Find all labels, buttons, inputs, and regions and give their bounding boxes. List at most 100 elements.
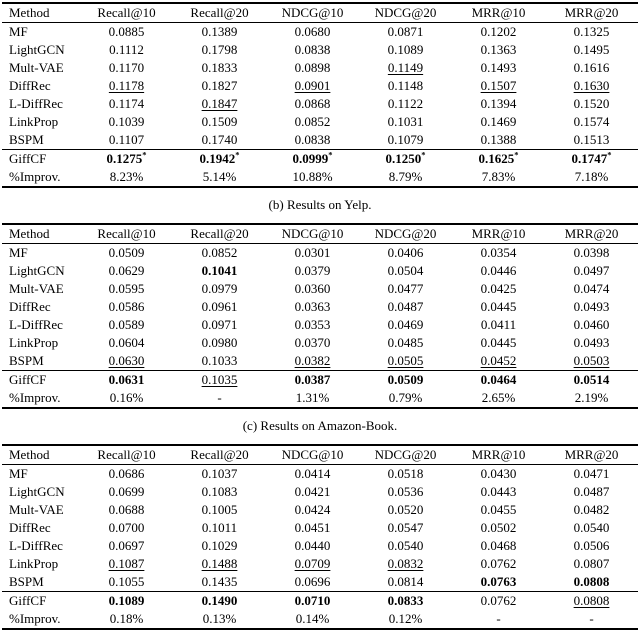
metric-value: 0.1389 [201,24,238,39]
value-cell: 0.0710 [266,591,359,610]
value-cell: 0.1011 [173,519,266,537]
metric-value: 0.0808 [573,593,610,608]
table-row: LightGCN 0.1112 0.1798 0.0838 0.1089 0.1363 0.… [2,41,638,59]
value-cell: 0.0503 [545,352,638,371]
value-cell: 0.14% [266,610,359,629]
metric-value: 0.0807 [573,556,610,571]
value-cell: 0.1833 [173,59,266,77]
metric-value: - [589,611,594,626]
metric-value: 0.1747 [571,151,608,166]
value-cell: 0.0540 [359,537,452,555]
metric-value: 0.0504 [387,263,424,278]
metric-value: 0.1079 [387,132,424,147]
value-cell: 0.1389 [173,23,266,42]
value-cell: 0.1149 [359,59,452,77]
value-cell: 0.0398 [545,244,638,263]
metric-value: 0.1083 [201,484,238,499]
metric-value: 0.0487 [573,484,610,499]
column-header: Recall@10 [97,226,156,241]
value-cell: 5.14% [173,168,266,187]
table-row: BSPM 0.0630 0.1033 0.0382 0.0505 0.0452 0.0503 [2,352,638,371]
method-cell: BSPM [9,353,44,368]
metric-value: 0.0999 [292,151,329,166]
table-row: LinkProp 0.0604 0.0980 0.0370 0.0485 0.0445 0.… [2,334,638,352]
metric-value: 0.0540 [387,538,424,553]
header-row: Method Recall@10 Recall@20 NDCG@10 NDCG@20 MR… [2,224,638,244]
metric-value: 0.0833 [387,593,424,608]
value-cell: 0.1122 [359,95,452,113]
metric-value: 0.1112 [109,42,144,57]
metric-value: 0.0301 [294,245,331,260]
metric-value: 0.1033 [201,353,238,368]
significance-marker: * [142,149,147,160]
metric-value: 0.1275 [106,151,143,166]
metric-value: 0.1041 [201,263,238,278]
metric-value: 0.1520 [573,96,610,111]
value-cell: 0.1513 [545,131,638,150]
value-cell: 0.0763 [452,573,545,592]
metric-value: 0.0514 [573,372,610,387]
value-cell: 0.0497 [545,262,638,280]
metric-value: 0.1107 [108,132,145,147]
metric-value: 0.1005 [201,502,238,517]
table-row: DiffRec 0.0586 0.0961 0.0363 0.0487 0.0445 0.0… [2,298,638,316]
method-cell: BSPM [9,132,44,147]
value-cell: 2.65% [452,389,545,408]
method-cell: %Improv. [9,169,61,184]
method-cell: L-DiffRec [9,96,63,111]
metric-value: 0.0421 [294,484,331,499]
metric-value: 0.1055 [108,574,145,589]
value-cell: 0.0445 [452,334,545,352]
metric-value: 7.18% [574,169,609,184]
value-cell: 0.1747* [545,149,638,168]
metric-value: 8.23% [109,169,144,184]
metric-value: 0.0901 [294,78,331,93]
metric-value: 0.0763 [480,574,517,589]
value-cell: 0.0631 [80,370,173,389]
metric-value: 0.0700 [108,520,145,535]
value-cell: 0.0414 [266,465,359,484]
column-header: NDCG@20 [374,5,437,20]
column-header: Method [9,5,50,20]
value-cell: 0.0814 [359,573,452,592]
value-cell: 0.0808 [545,573,638,592]
value-cell: 0.13% [173,610,266,629]
method-cell: GiffCF [2,370,80,389]
metric-value: 0.0814 [387,574,424,589]
value-cell: 0.0540 [545,519,638,537]
metric-value: 0.0509 [387,372,424,387]
metric-value: - [496,611,501,626]
metric-value: 0.0468 [480,538,517,553]
metric-value: 0.0353 [294,317,331,332]
value-cell: 0.1625* [452,149,545,168]
metric-value: 0.16% [109,390,144,405]
value-cell: 0.0301 [266,244,359,263]
metric-value: 8.79% [388,169,423,184]
table-row: LightGCN 0.0629 0.1041 0.0379 0.0504 0.0446 0.… [2,262,638,280]
value-cell: 0.0547 [359,519,452,537]
table-row: MF 0.0509 0.0852 0.0301 0.0406 0.0354 0.0398 [2,244,638,263]
method-cell: L-DiffRec [9,538,63,553]
header-row: Method Recall@10 Recall@20 NDCG@10 NDCG@20 MR… [2,3,638,23]
metric-value: 0.1513 [573,132,610,147]
value-cell: 0.0460 [545,316,638,334]
metric-value: 0.0762 [480,593,517,608]
value-cell: 0.0379 [266,262,359,280]
value-cell: 0.1394 [452,95,545,113]
table-caption: (b) Results on Yelp. [268,197,372,212]
value-cell: 0.0363 [266,298,359,316]
value-cell: 0.1847 [173,95,266,113]
metric-value: 0.0838 [294,132,331,147]
value-cell: 0.1148 [359,77,452,95]
metric-value: 0.1509 [201,114,238,129]
metric-value: 0.1493 [480,60,517,75]
metric-value: 0.0414 [294,466,331,481]
value-cell: 0.1035 [173,370,266,389]
value-cell: 0.1202 [452,23,545,42]
method-cell: BSPM [9,574,44,589]
metric-value: 0.1507 [480,78,517,93]
value-cell: 0.1029 [173,537,266,555]
method-cell: L-DiffRec [9,317,63,332]
value-cell: 0.1574 [545,113,638,131]
